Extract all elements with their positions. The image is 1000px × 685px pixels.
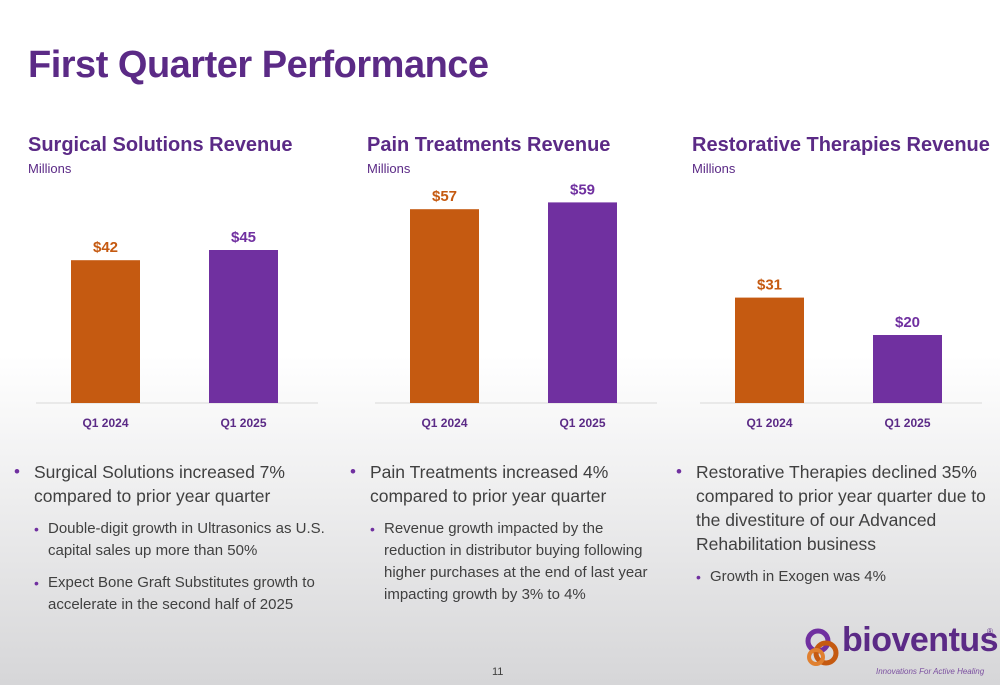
data-label: $42 [93, 239, 118, 256]
x-tick-label: Q1 2024 [421, 416, 467, 430]
bar [71, 260, 140, 403]
bullet-sub: Double-digit growth in Ultrasonics as U.… [8, 518, 328, 562]
x-tick-label: Q1 2024 [746, 416, 792, 430]
data-label: $59 [570, 181, 595, 198]
bullets-pain: Pain Treatments increased 4% compared to… [344, 460, 654, 616]
pain-treatments-chart: $57 Q1 2024 $59 Q1 2025 Pain Treatments Rev… [367, 130, 667, 440]
bullet-sub: Expect Bone Graft Substitutes growth to … [8, 572, 328, 616]
data-label: $31 [757, 277, 782, 294]
chart-title: Pain Treatments Revenue [367, 134, 611, 156]
chart-unit: Millions [28, 161, 72, 176]
x-tick-label: Q1 2025 [884, 416, 930, 430]
bar [209, 250, 278, 403]
chart-title: Restorative Therapies Revenue [692, 134, 990, 156]
logo-mark-icon [805, 628, 839, 666]
logo-tagline: Innovations For Active Healing [876, 667, 985, 676]
logo-registered-mark: ® [987, 627, 993, 636]
data-label: $45 [231, 229, 256, 246]
slide-title: First Quarter Performance [28, 44, 489, 86]
restorative-therapies-chart: $31 Q1 2024 $20 Q1 2025 Restorative Therapi… [692, 130, 992, 440]
chart-svg-1: $57 Q1 2024 $59 Q1 2025 [375, 181, 657, 430]
chart-svg-0: $42 Q1 2024 $45 Q1 2025 [36, 229, 318, 430]
data-label: $20 [895, 314, 920, 331]
bar [548, 202, 617, 403]
x-tick-label: Q1 2025 [559, 416, 605, 430]
bar [410, 209, 479, 403]
x-tick-label: Q1 2024 [82, 416, 128, 430]
bullet-main: Pain Treatments increased 4% compared to… [344, 460, 654, 508]
chart-unit: Millions [367, 161, 411, 176]
page-number: 11 [492, 666, 504, 678]
chart-svg-2: $31 Q1 2024 $20 Q1 2025 [700, 277, 982, 430]
x-tick-label: Q1 2025 [220, 416, 266, 430]
bar [735, 297, 804, 403]
bar [873, 335, 942, 403]
logo-wordmark: bioventus [842, 621, 999, 659]
bullet-main: Restorative Therapies declined 35% compa… [670, 460, 995, 556]
data-label: $57 [432, 188, 457, 205]
chart-title: Surgical Solutions Revenue [28, 134, 293, 156]
bullet-sub: Growth in Exogen was 4% [670, 566, 995, 588]
bullet-main: Surgical Solutions increased 7% compared… [8, 460, 328, 508]
bioventus-logo: bioventus ® Innovations For Active Heali… [804, 621, 999, 680]
surgical-solutions-chart: $42 Q1 2024 $45 Q1 2025 Surgical Solutions … [28, 130, 328, 440]
bullet-sub: Revenue growth impacted by the reduction… [344, 518, 654, 606]
bullets-surgical: Surgical Solutions increased 7% compared… [8, 460, 328, 626]
chart-unit: Millions [692, 161, 736, 176]
bullets-restorative: Restorative Therapies declined 35% compa… [670, 460, 995, 598]
